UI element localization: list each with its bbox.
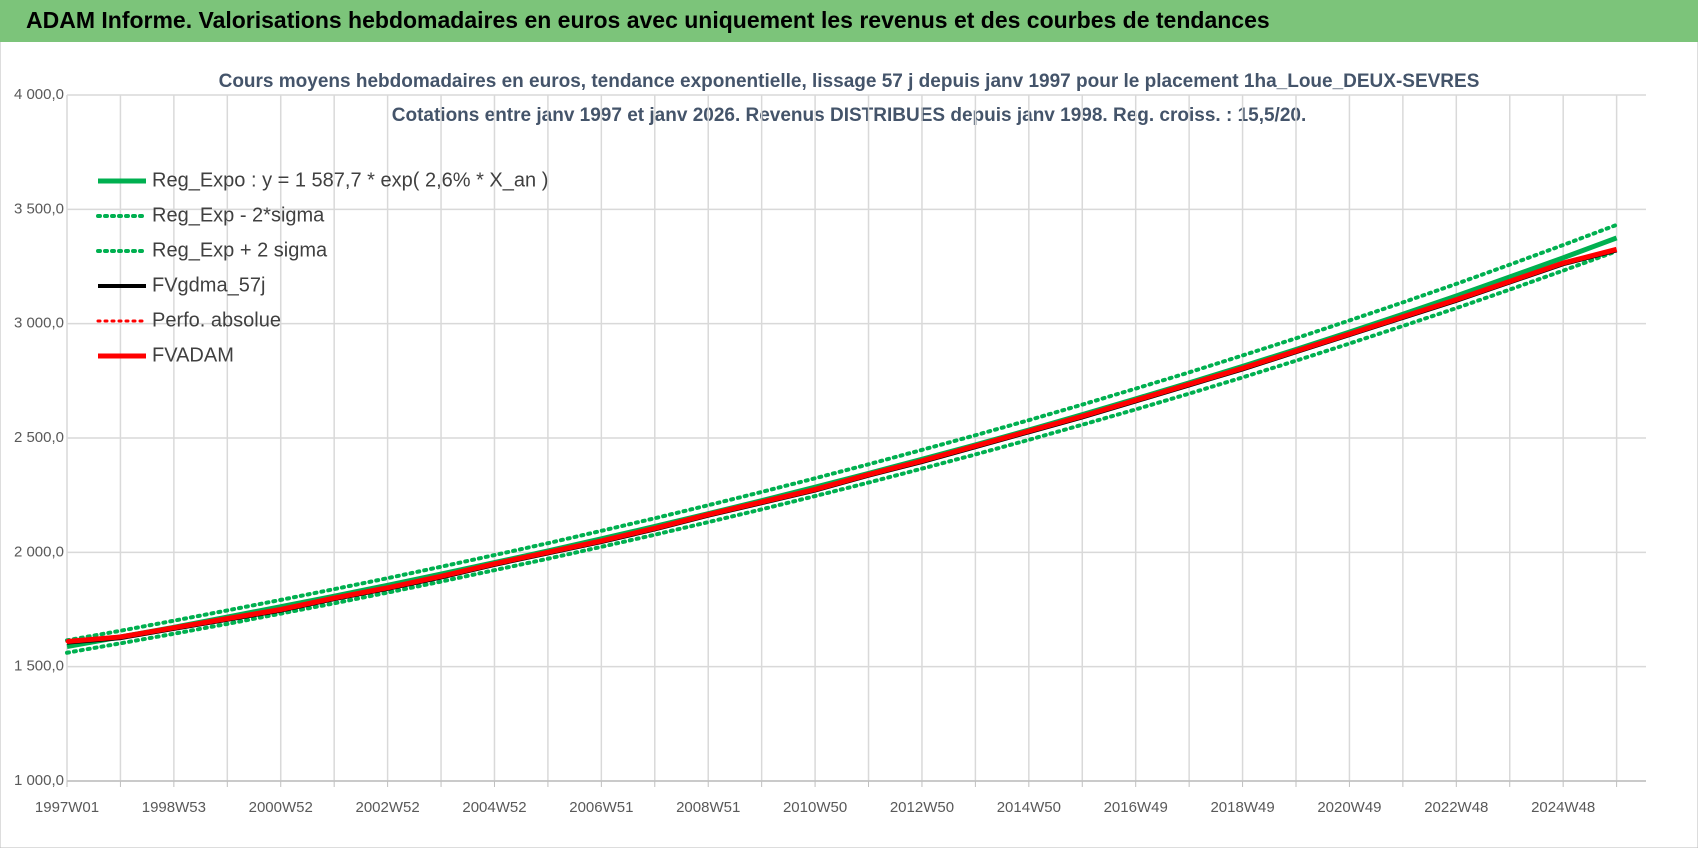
series-line [66,246,1618,645]
legend-label: Perfo. absolue [152,309,281,331]
legend-label: Reg_Exp - 2*sigma [152,204,325,226]
header-title: ADAM Informe. Valorisations hebdomadaire… [26,7,1270,33]
x-tick-label: 2020W49 [1317,799,1381,816]
legend-label: Reg_Exp + 2 sigma [152,239,328,261]
x-tick-label: 2016W49 [1104,799,1168,816]
legend-label: Reg_Expo : y = 1 587,7 * exp( 2,6% * X_a… [152,169,548,191]
y-tick-label: 3 000,0 [14,315,64,332]
x-tick-label: 2008W51 [676,799,740,816]
y-tick-label: 2 500,0 [14,429,64,446]
y-tick-label: 3 500,0 [14,200,64,217]
y-tick-label: 4 000,0 [14,86,64,103]
legend-label: FVgdma_57j [152,274,265,296]
header-bar [0,0,1698,42]
y-tick-label: 1 000,0 [14,772,64,789]
x-tick-label: 2002W52 [355,799,419,816]
x-tick-label: 2014W50 [997,799,1061,816]
x-tick-label: 2006W51 [569,799,633,816]
x-tick-label: 2024W48 [1531,799,1595,816]
series-line [65,222,1619,643]
y-tick-label: 1 500,0 [14,658,64,675]
chart-subtitle: Cotations entre janv 1997 et janv 2026. … [392,105,1307,126]
x-tick-label: 1998W53 [142,799,206,816]
series-line [65,249,1619,655]
chart-title: Cours moyens hebdomadaires en euros, ten… [219,71,1480,92]
x-tick-label: 2000W52 [249,799,313,816]
y-tick-label: 2 000,0 [14,543,64,560]
x-tick-label: 2022W48 [1424,799,1488,816]
x-tick-label: 1997W01 [35,799,99,816]
x-tick-label: 2018W49 [1210,799,1274,816]
x-tick-label: 2010W50 [783,799,847,816]
legend-label: FVADAM [152,344,234,366]
x-tick-label: 2012W50 [890,799,954,816]
x-tick-label: 2004W52 [462,799,526,816]
